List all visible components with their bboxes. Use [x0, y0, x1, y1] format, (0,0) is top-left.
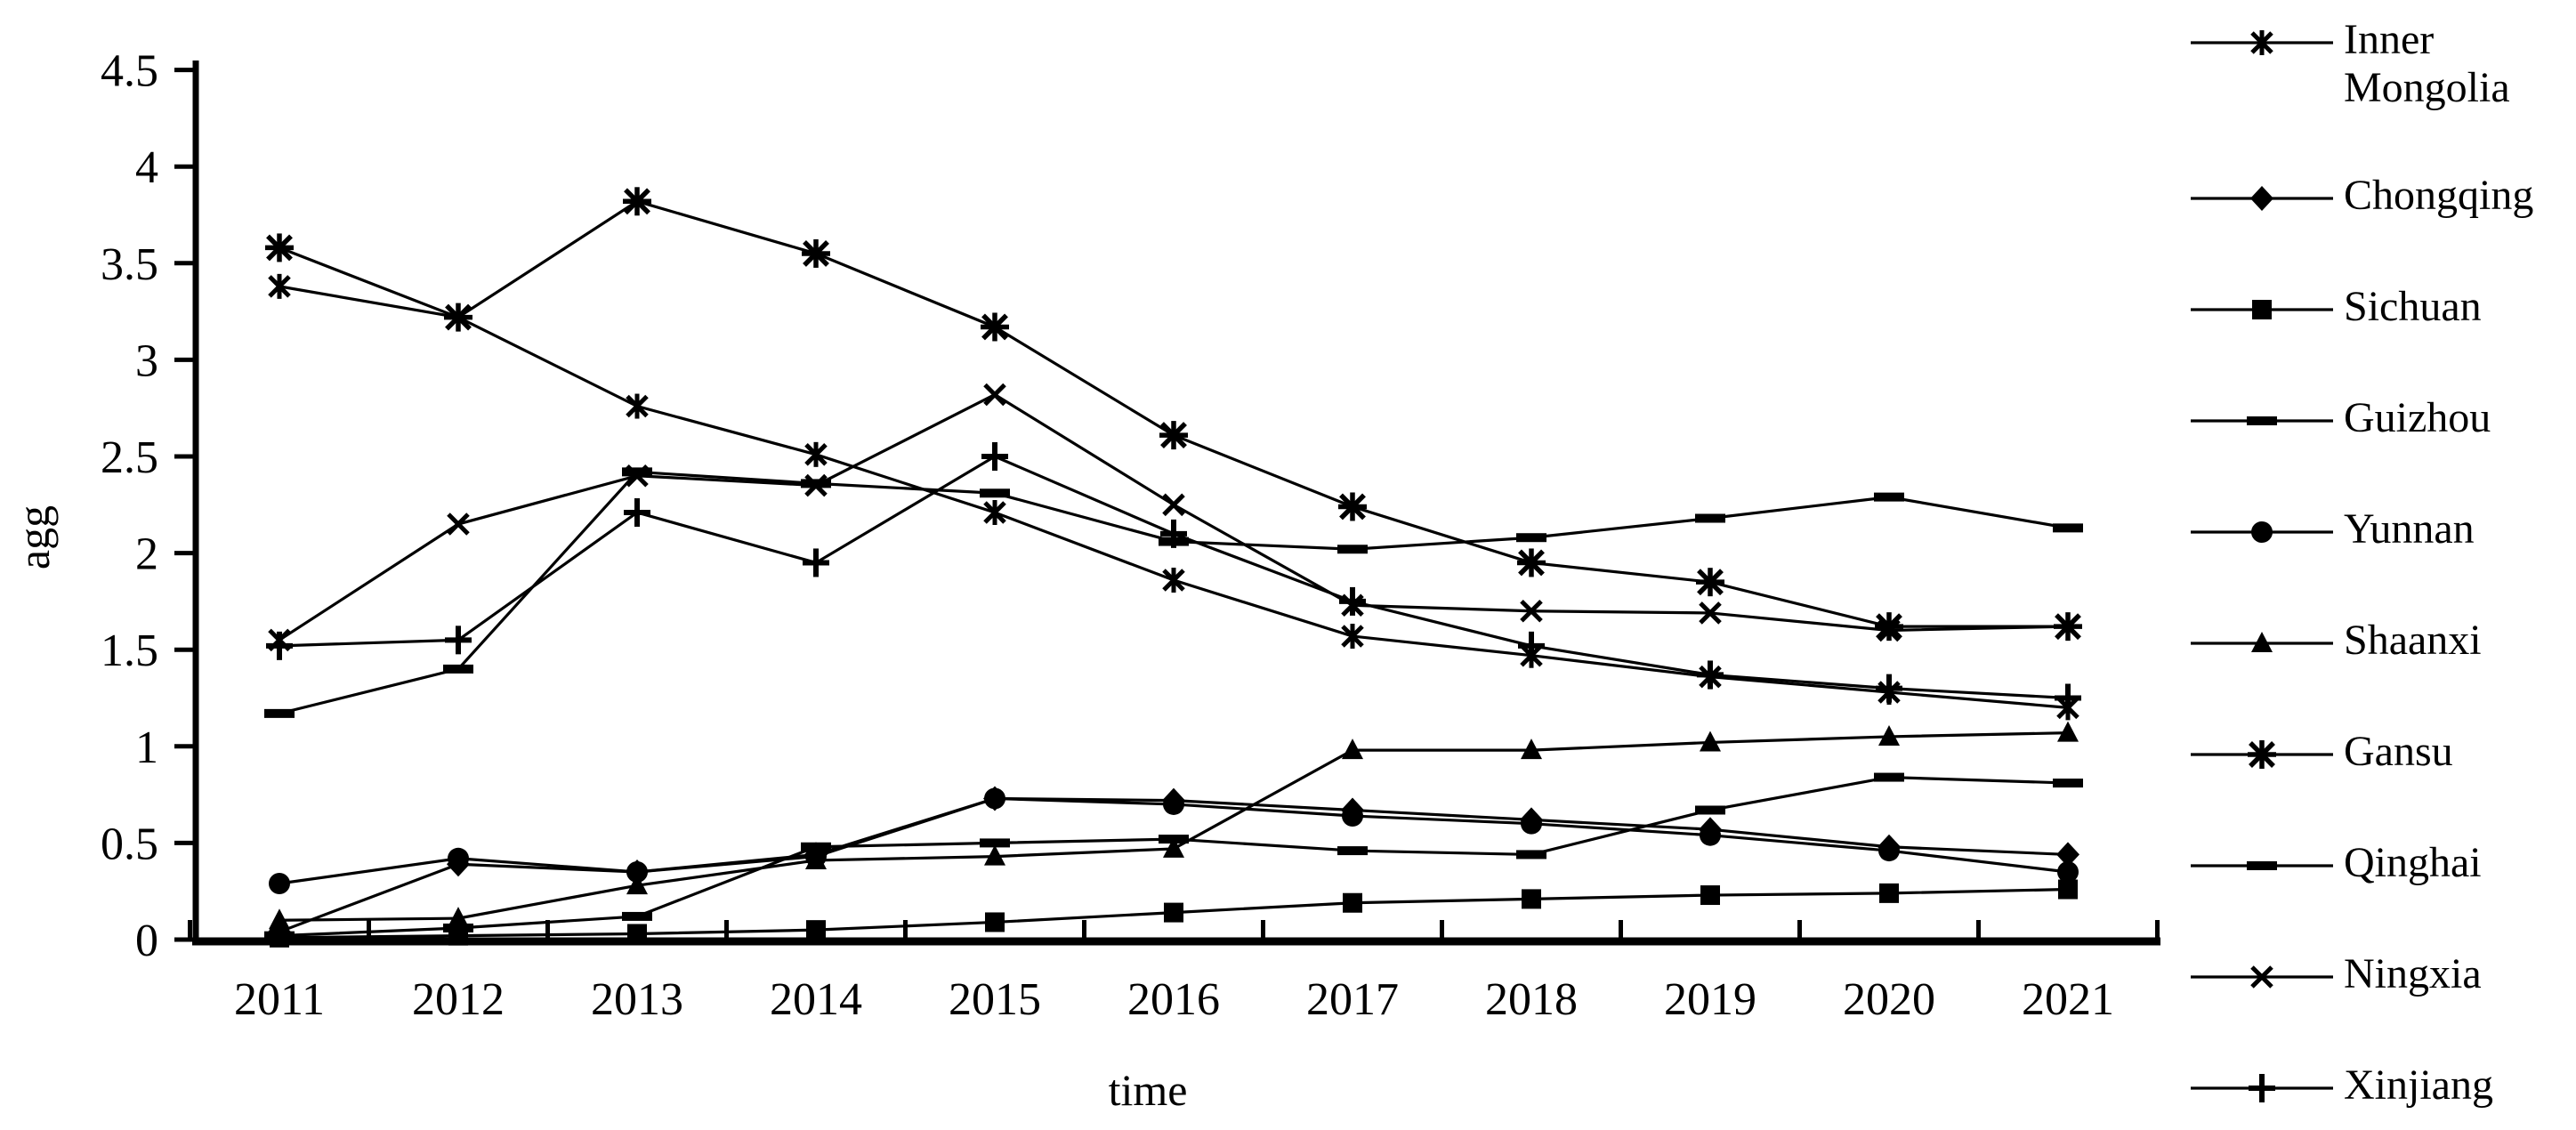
svg-text:1.5: 1.5: [101, 626, 158, 676]
y-axis-title: agg: [9, 504, 59, 570]
series-xinjiang: [266, 442, 2081, 713]
legend-item-label: Gansu: [2344, 728, 2453, 776]
dash-marker-icon: [2191, 401, 2333, 445]
svg-text:2018: 2018: [1485, 974, 1578, 1025]
x-marker-icon: [2191, 957, 2333, 1001]
plus-marker-icon: [2191, 1069, 2333, 1112]
triangle-marker-icon: [2191, 624, 2333, 667]
svg-text:2015: 2015: [949, 974, 1041, 1025]
legend-item-label: Chongqing: [2344, 172, 2534, 220]
legend-item-qinghai: Qinghai: [2191, 839, 2573, 890]
svg-text:2.5: 2.5: [101, 432, 158, 483]
legend-item-shaanxi: Shaanxi: [2191, 617, 2573, 667]
svg-text:2017: 2017: [1306, 974, 1399, 1025]
legend-item-chongqing: Chongqing: [2191, 172, 2573, 222]
svg-text:2012: 2012: [412, 974, 505, 1025]
legend-item-inner-mongolia: Inner Mongolia: [2191, 16, 2573, 112]
legend-item-label: Inner Mongolia: [2344, 16, 2510, 111]
dash-marker-icon: [2191, 846, 2333, 890]
legend-item-gansu: Gansu: [2191, 728, 2573, 779]
legend-item-label: Xinjiang: [2344, 1061, 2493, 1109]
svg-text:3: 3: [135, 335, 158, 386]
series-ningxia: [268, 383, 2079, 652]
legend-item-label: Sichuan: [2344, 283, 2482, 331]
star6-marker-icon: [2191, 23, 2333, 67]
svg-text:0.5: 0.5: [101, 819, 158, 869]
series-shaanxi: [269, 721, 2079, 930]
svg-text:0: 0: [135, 916, 158, 966]
x-tick-labels: 2011 2012 2013 2014 2015 2016 2017 2018 2019 2020…: [234, 974, 2114, 1025]
legend-item-label: Qinghai: [2344, 839, 2482, 887]
x-axis-title: time: [1108, 1065, 1188, 1115]
legend-item-label: Guizhou: [2344, 394, 2491, 442]
legend-item-yunnan: Yunnan: [2191, 505, 2573, 556]
chart-legend: Inner Mongolia Chongqing Sichuan Guizhou…: [2191, 16, 2573, 1112]
star8-marker-icon: [2191, 735, 2333, 779]
legend-item-xinjiang: Xinjiang: [2191, 1061, 2573, 1112]
legend-item-sichuan: Sichuan: [2191, 283, 2573, 334]
series-sichuan: [270, 879, 2078, 948]
svg-text:2019: 2019: [1664, 974, 1756, 1025]
legend-item-label: Ningxia: [2344, 950, 2482, 997]
y-tick-labels: 0 0.5 1 1.5 2 2.5 3 3.5 4 4.5: [101, 46, 158, 966]
svg-text:4: 4: [135, 142, 158, 193]
square-marker-icon: [2191, 290, 2333, 334]
svg-text:2020: 2020: [1843, 974, 1935, 1025]
svg-text:2021: 2021: [2022, 974, 2114, 1025]
legend-item-label: Yunnan: [2344, 505, 2475, 553]
svg-text:2016: 2016: [1127, 974, 1220, 1025]
svg-text:3.5: 3.5: [101, 239, 158, 290]
legend-item-ningxia: Ningxia: [2191, 950, 2573, 1001]
svg-text:2014: 2014: [770, 974, 862, 1025]
svg-text:2: 2: [135, 529, 158, 580]
series-yunnan: [269, 787, 2079, 895]
series-inner-mongolia: [268, 273, 2079, 721]
diamond-marker-icon: [2191, 179, 2333, 222]
svg-text:2013: 2013: [591, 974, 683, 1025]
svg-text:4.5: 4.5: [101, 46, 158, 97]
circle-marker-icon: [2191, 513, 2333, 556]
legend-item-guizhou: Guizhou: [2191, 394, 2573, 445]
axes: [174, 61, 2160, 946]
svg-text:1: 1: [135, 722, 158, 773]
legend-item-label: Shaanxi: [2344, 617, 2482, 665]
series-gansu: [265, 187, 2082, 642]
svg-text:2011: 2011: [234, 974, 325, 1025]
